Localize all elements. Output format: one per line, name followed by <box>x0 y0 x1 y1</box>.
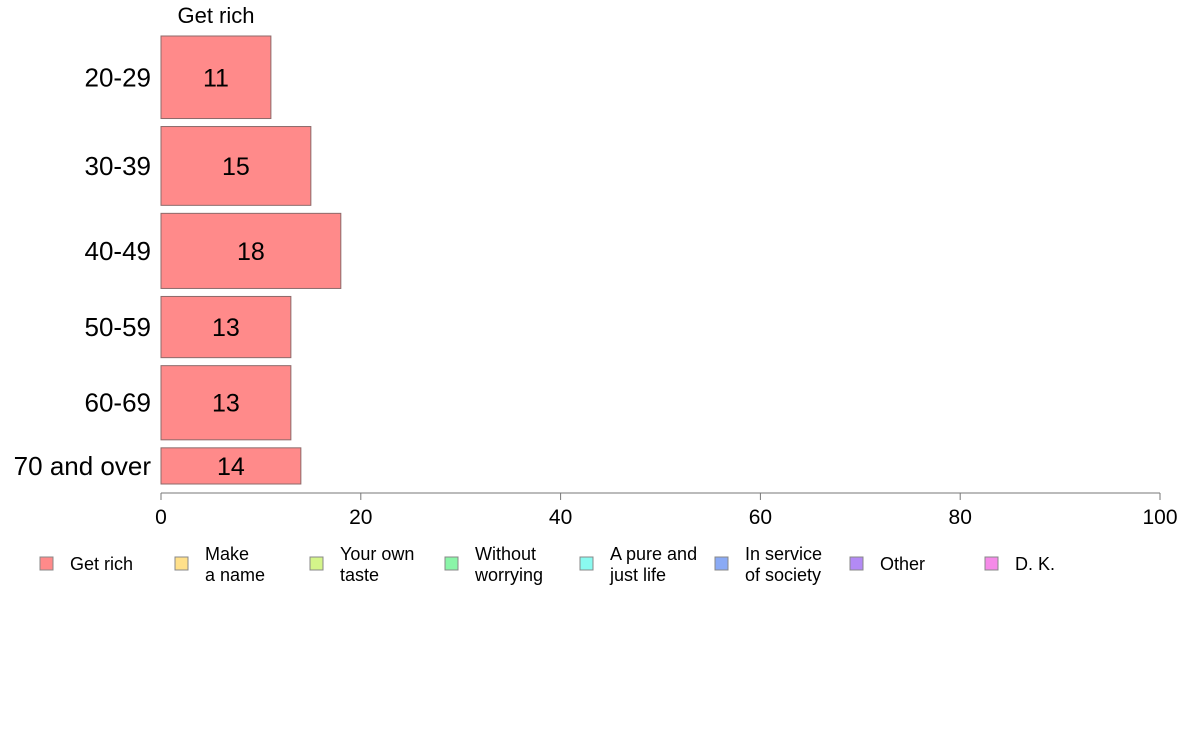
category-label: 60-69 <box>85 388 152 418</box>
x-tick-label: 0 <box>155 506 167 529</box>
x-axis: 0 20 40 60 80 100 <box>155 492 1178 529</box>
x-tick-label: 60 <box>749 506 772 529</box>
bar-value-label: 18 <box>237 238 265 266</box>
bars-group: 11 20-29 15 30-39 18 40-49 13 50-59 13 60-69 14 70 … <box>14 35 342 485</box>
category-label: 40-49 <box>85 236 152 266</box>
bar-value-label: 14 <box>217 453 245 481</box>
bar-value-label: 13 <box>212 390 240 418</box>
legend-swatch <box>714 556 729 571</box>
bar-40-49 <box>160 212 342 289</box>
x-tick-label: 20 <box>349 506 372 529</box>
bar-70-and-over <box>160 447 302 485</box>
legend-label: Other <box>880 554 925 574</box>
legend-label: a name <box>205 565 265 585</box>
legend-swatch <box>309 556 324 571</box>
legend-label: just life <box>609 565 666 585</box>
legend-label: of society <box>745 565 821 585</box>
legend-label: D. K. <box>1015 554 1055 574</box>
legend-label: In service <box>745 544 822 564</box>
legend-label: taste <box>340 565 379 585</box>
legend-swatch <box>39 556 54 571</box>
bar-20-29 <box>160 35 272 120</box>
legend-swatch <box>984 556 999 571</box>
bar-value-label: 13 <box>212 314 240 342</box>
panel-title: Get rich <box>177 3 254 28</box>
x-tick-label: 40 <box>549 506 572 529</box>
category-label: 50-59 <box>85 312 152 342</box>
legend-swatch <box>444 556 459 571</box>
legend-label: Without <box>475 544 536 564</box>
bar-30-39 <box>160 126 312 206</box>
category-label: 70 and over <box>14 451 152 481</box>
bar-60-69 <box>160 365 292 441</box>
x-tick-label: 80 <box>949 506 972 529</box>
category-label: 20-29 <box>85 62 152 92</box>
legend-label: Your own <box>340 544 414 564</box>
bar-50-59 <box>160 295 292 359</box>
category-label: 30-39 <box>85 151 152 181</box>
bar-value-label: 15 <box>222 153 250 181</box>
legend-label: worrying <box>474 565 543 585</box>
legend-swatch <box>579 556 594 571</box>
legend-swatch <box>849 556 864 571</box>
legend-swatch <box>174 556 189 571</box>
legend-label: A pure and <box>610 544 697 564</box>
legend-label: Get rich <box>70 554 133 574</box>
legend-label: Make <box>205 544 249 564</box>
x-tick-label: 100 <box>1142 506 1177 529</box>
bar-value-label: 11 <box>203 64 229 92</box>
